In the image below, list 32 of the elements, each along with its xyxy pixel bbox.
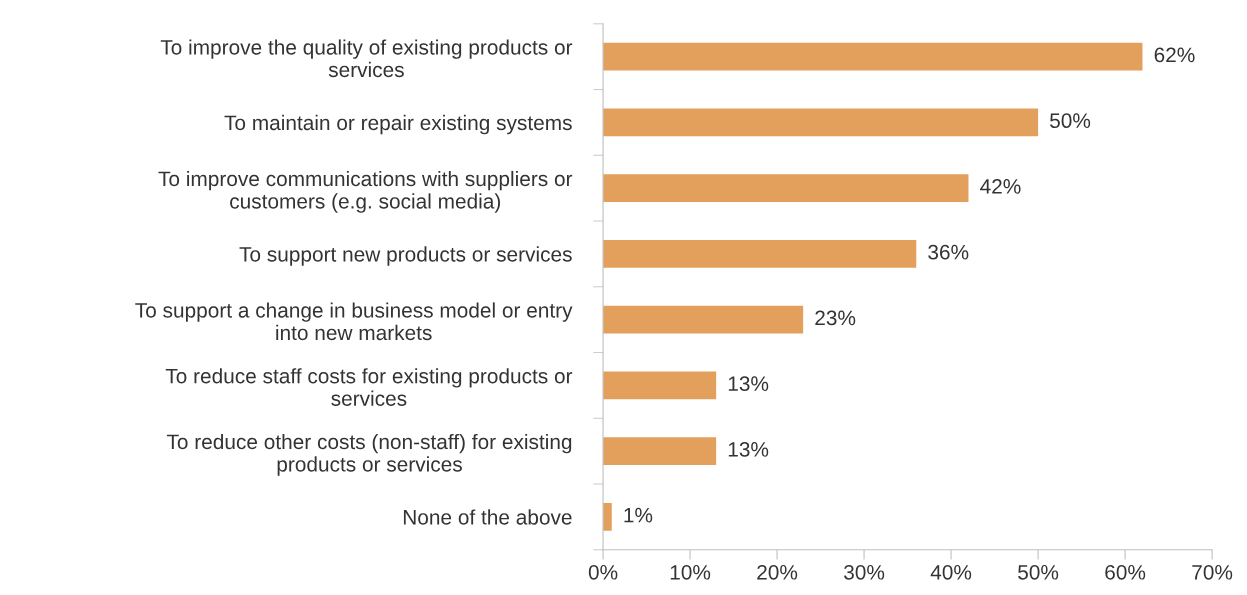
data-label: 62% [1154, 47, 1195, 63]
y-tick-label: To support new products or services [239, 246, 572, 266]
data-label: 36% [928, 244, 969, 260]
bar [603, 437, 717, 465]
x-tick-label: 0% [588, 564, 618, 580]
y-tick-label: To reduce other costs (non-staff) for existing products or services [166, 433, 572, 476]
data-label: 23% [815, 310, 856, 326]
y-tick-label: To improve communications with suppliers or customers (e.g. social media) [158, 170, 573, 213]
x-tick-label: 40% [930, 564, 972, 580]
bar [603, 240, 917, 268]
y-tick-label: To improve the quality of existing products or services [160, 39, 573, 78]
x-tick-label: 70% [1192, 564, 1233, 580]
x-tick-label: 30% [844, 564, 885, 580]
bar [603, 305, 804, 334]
bar [603, 503, 612, 531]
x-tick-label: 50% [1018, 564, 1059, 580]
x-tick-label: 10% [670, 564, 711, 580]
bar [603, 108, 1039, 137]
data-label: 42% [980, 179, 1021, 194]
data-label: 1% [624, 507, 653, 523]
y-tick-label: To reduce staff costs for existing products or services [165, 368, 573, 406]
bar [603, 42, 1143, 71]
data-label: 13% [728, 442, 769, 457]
y-tick-label: To support a change in business model or entry into new markets [135, 302, 573, 341]
y-tick-label: None of the above [403, 509, 572, 525]
y-tick-label: To maintain or repair existing systems [224, 114, 572, 135]
bar [603, 174, 969, 202]
data-label: 13% [728, 376, 769, 391]
data-label: 50% [1050, 113, 1091, 129]
x-tick-label: 60% [1105, 564, 1146, 580]
bar [603, 371, 717, 400]
x-tick-label: 20% [757, 564, 798, 580]
